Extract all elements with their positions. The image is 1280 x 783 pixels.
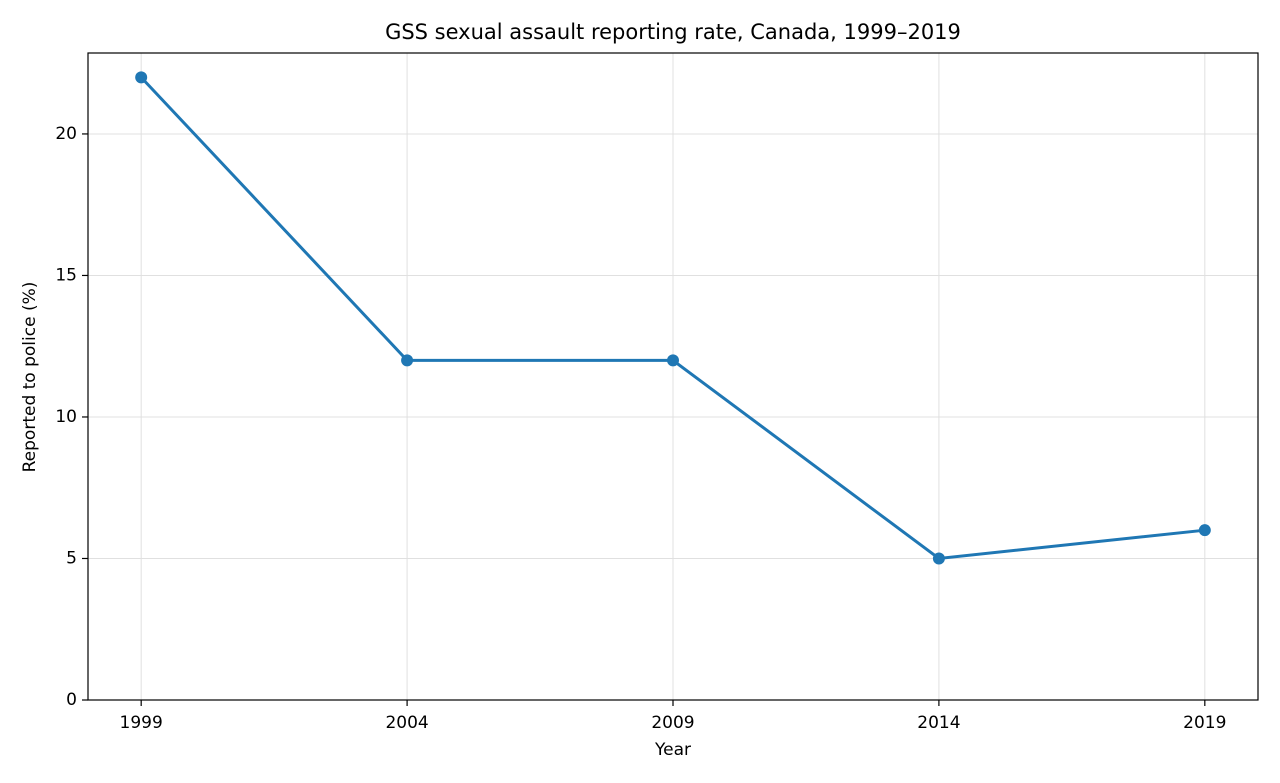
y-tick-label: 0 [66,690,77,710]
y-tick-label: 20 [55,124,77,144]
x-tick-label: 2014 [917,713,960,733]
chart-title: GSS sexual assault reporting rate, Canad… [385,20,961,44]
marker [667,354,679,367]
x-tick-label: 2019 [1183,713,1226,733]
y-tick-label: 5 [66,548,77,568]
marker [932,552,945,565]
marker [135,71,148,84]
y-tick-label: 10 [55,407,77,427]
x-tick-label: 2009 [651,713,694,733]
plot-frame [87,52,1259,701]
x-tick-label: 1999 [120,713,163,733]
marker [401,354,414,367]
x-tick-label: 2004 [385,713,428,733]
x-axis-label: Year [654,740,691,760]
y-axis-label: Reported to police (%) [20,282,40,473]
y-tick-label: 15 [55,265,77,285]
marker [1198,524,1211,537]
